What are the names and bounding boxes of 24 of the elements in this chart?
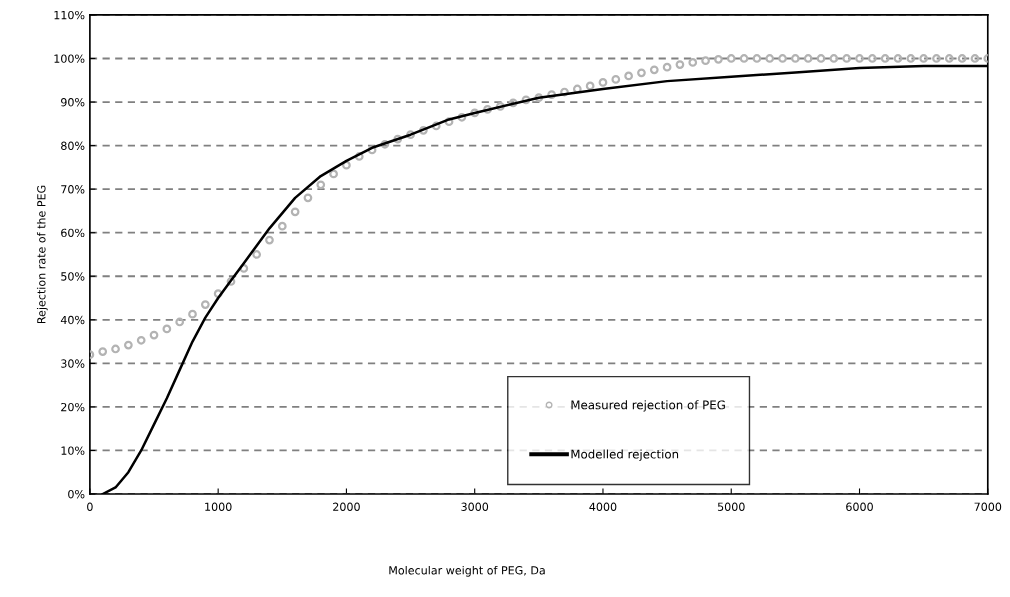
- x-tick-label: 5000: [717, 502, 745, 511]
- y-tick-label: 30%: [61, 359, 85, 368]
- y-axis-title: Rejection rate of the PEG: [36, 185, 48, 324]
- x-tick-label: 1000: [205, 502, 232, 511]
- y-tick-label: 70%: [61, 185, 85, 194]
- y-tick-label: 60%: [61, 228, 85, 238]
- y-tick-label: 40%: [60, 315, 85, 325]
- y-tick-label: 100%: [54, 54, 85, 63]
- x-tick-label: 7000: [974, 502, 1002, 511]
- x-tick-label: 3000: [461, 502, 489, 511]
- y-tick-label: 20%: [61, 402, 85, 412]
- x-tick-label: 4000: [589, 502, 617, 511]
- x-axis-title: Molecular weight of PEG, Da: [389, 565, 545, 577]
- legend-label: Measured rejection of PEG: [571, 400, 725, 412]
- x-tick-label: 0: [87, 502, 93, 511]
- y-tick-label: 0%: [68, 489, 85, 499]
- y-tick-label: 90%: [61, 98, 85, 107]
- y-tick-label: 50%: [61, 272, 85, 281]
- x-tick-label: 6000: [846, 502, 873, 511]
- legend-label: Modelled rejection: [571, 449, 679, 461]
- y-tick-label: 10%: [61, 446, 85, 455]
- x-tick-label: 2000: [333, 502, 360, 511]
- y-tick-label: 80%: [61, 141, 85, 150]
- y-tick-label: 110%: [54, 10, 85, 20]
